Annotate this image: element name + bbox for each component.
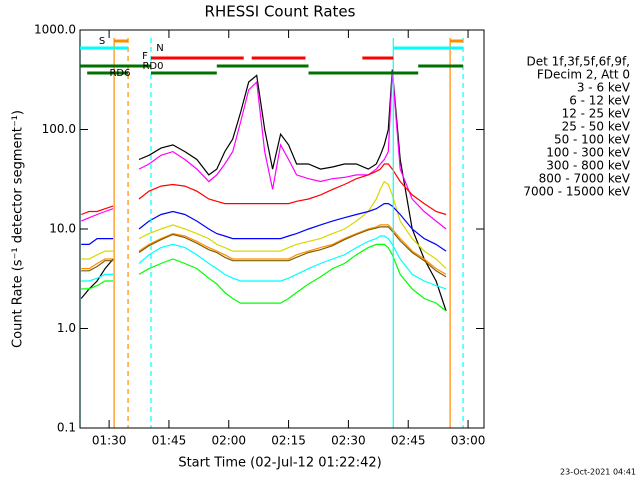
- legend-label: 100 - 300 keV: [546, 146, 630, 160]
- series-line: [80, 69, 447, 312]
- x-axis-label: Start Time (02-Jul-12 01:22:42): [178, 456, 381, 471]
- series-line: [80, 71, 447, 230]
- legend-label: 300 - 800 keV: [546, 159, 630, 173]
- x-tick-label: 02:30: [331, 434, 366, 448]
- legend-label: 6 - 12 keV: [569, 94, 631, 108]
- x-tick-label: 01:45: [152, 434, 187, 448]
- flag-label: S: [99, 36, 105, 47]
- y-tick-label: 10.0: [49, 222, 76, 236]
- flag-label: F: [142, 51, 148, 62]
- y-tick-label: 1000.0: [34, 23, 76, 37]
- y-tick-label: 0.1: [57, 421, 76, 435]
- flag-label: N: [156, 43, 163, 54]
- y-axis-label: Count Rate (s⁻¹ detector segment⁻¹): [11, 110, 26, 348]
- footer: 23-Oct-2021 04:41: [560, 468, 636, 477]
- legend-label: 3 - 6 keV: [577, 81, 631, 95]
- legend-label: 800 - 7000 keV: [539, 172, 631, 186]
- series-line: [81, 243, 447, 312]
- legend-label: 25 - 50 keV: [562, 120, 631, 134]
- series-line: [81, 226, 447, 278]
- flag-label: RD0: [142, 61, 163, 72]
- legend-label: 50 - 100 keV: [554, 133, 631, 147]
- chart-title: RHESSI Count Rates: [205, 3, 356, 21]
- x-tick-label: 02:45: [391, 434, 426, 448]
- series-line: [81, 235, 447, 290]
- series-line: [81, 203, 447, 252]
- series-line: [81, 180, 447, 270]
- legend-header: FDecim 2, Att 0: [537, 68, 630, 82]
- y-tick-label: 1.0: [57, 321, 76, 335]
- x-tick-label: 02:00: [211, 434, 246, 448]
- x-tick-label: 03:00: [451, 434, 486, 448]
- series-line: [81, 224, 447, 275]
- x-tick-label: 01:30: [92, 434, 127, 448]
- legend-label: 12 - 25 keV: [562, 107, 631, 121]
- legend-header: Det 1f,3f,5f,6f,9f,: [526, 55, 630, 69]
- flag-label: RD6: [109, 68, 130, 79]
- legend-label: 7000 - 15000 keV: [523, 185, 630, 199]
- series-line: [80, 163, 447, 216]
- y-tick-label: 100.0: [42, 122, 76, 136]
- x-tick-label: 02:15: [271, 434, 306, 448]
